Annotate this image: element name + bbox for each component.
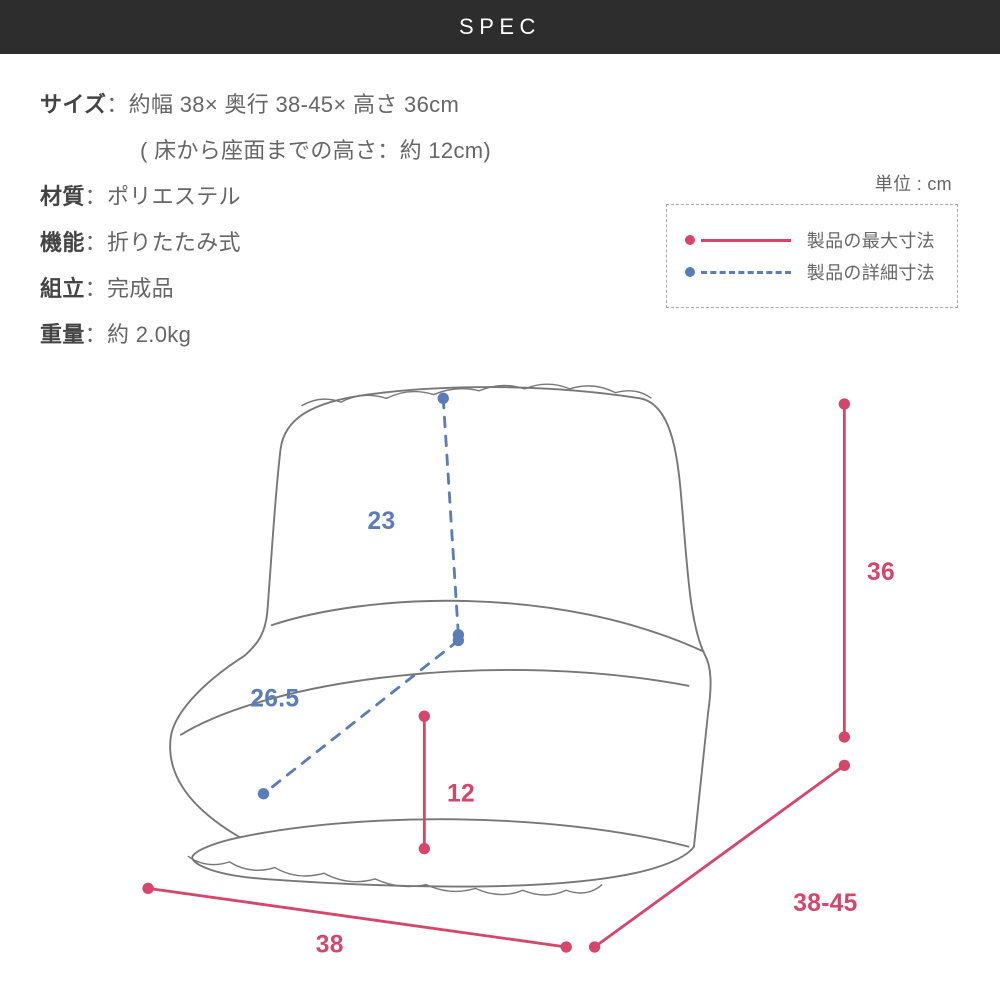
chair-outline bbox=[170, 387, 710, 886]
dim-dot-seat-height-12 bbox=[419, 711, 430, 722]
dim-dot-seat-depth-26-5 bbox=[258, 788, 269, 799]
dim-label-width-38: 38 bbox=[316, 932, 344, 959]
dim-label-height-36: 36 bbox=[867, 559, 895, 586]
dim-line-width-38 bbox=[148, 888, 566, 947]
dim-dot-height-36 bbox=[839, 398, 850, 409]
dim-dot-seat-height-12 bbox=[419, 843, 430, 854]
dim-label-seat-height-12: 12 bbox=[447, 780, 475, 807]
spec-header-title: SPEC bbox=[459, 14, 541, 39]
dim-dot-width-38 bbox=[561, 941, 572, 952]
dim-dot-back-23 bbox=[438, 393, 449, 404]
dim-dot-depth-38-45 bbox=[839, 760, 850, 771]
dim-dot-width-38 bbox=[142, 883, 153, 894]
chair-dimension-diagram: 23 26.5 38 38-45 36 12 bbox=[0, 54, 1000, 1000]
dim-dot-depth-38-45 bbox=[589, 941, 600, 952]
spec-header: SPEC bbox=[0, 0, 1000, 54]
content-area: サイズ：約幅 38× 奥行 38-45× 高さ 36cm( 床から座面までの高さ… bbox=[0, 54, 1000, 1000]
dim-dot-height-36 bbox=[839, 731, 850, 742]
dim-label-back-23: 23 bbox=[368, 508, 396, 535]
dim-label-seat-depth-26-5: 26.5 bbox=[250, 686, 299, 713]
dim-label-depth-38-45: 38-45 bbox=[793, 890, 857, 917]
dim-dot-seat-depth-26-5 bbox=[453, 635, 464, 646]
